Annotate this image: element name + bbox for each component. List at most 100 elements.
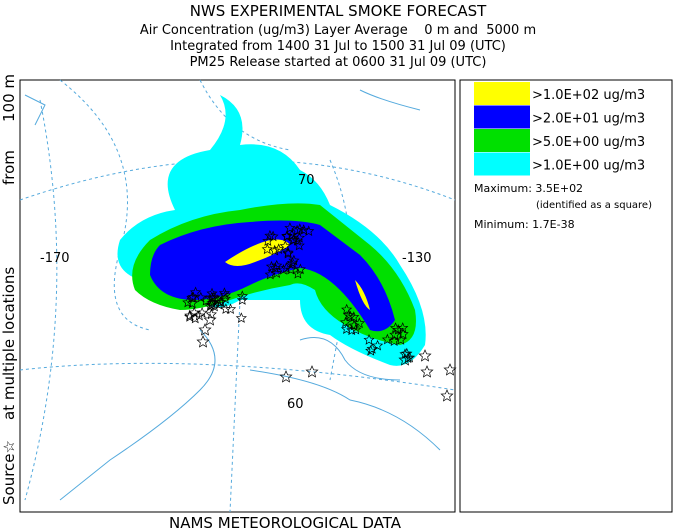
side-locations: at multiple locations: [0, 267, 18, 420]
source-star: [184, 309, 196, 321]
source-star: [269, 262, 281, 274]
source-star: [198, 323, 212, 336]
source-star: [195, 291, 207, 303]
subtitle: Integrated from 1400 31 Jul to 1500 31 J…: [170, 39, 506, 54]
legend-label: >2.0E+01 ug/m3: [532, 112, 645, 127]
source-star: [293, 232, 305, 243]
source-star: [236, 290, 248, 302]
subtitle: Air Concentration (ug/m3) Layer Average …: [140, 23, 536, 38]
source-star: [189, 312, 201, 324]
source-star: [203, 313, 217, 326]
map: -170 -130 70 60: [19, 79, 457, 513]
source-star: [440, 389, 454, 402]
source-star: [294, 263, 306, 275]
map-label: 60: [287, 397, 304, 412]
map-label: -170: [40, 251, 70, 266]
source-star: [204, 300, 216, 312]
source-star: [267, 230, 279, 242]
source-star: [236, 294, 248, 305]
map-label: 70: [298, 173, 315, 188]
source-star: [281, 230, 293, 241]
source-star: [280, 262, 292, 274]
source-star: [395, 334, 407, 345]
source-star: [189, 286, 202, 298]
map-label: -130: [402, 251, 432, 266]
legend-swatch: [474, 152, 530, 176]
source-star: [265, 260, 278, 272]
side-from: from: [0, 150, 18, 185]
coastline: [24, 89, 441, 501]
legend-swatch: [474, 105, 530, 129]
source-star: [264, 268, 276, 280]
source-star: [224, 303, 237, 315]
source-star: [219, 289, 231, 301]
legend: >1.0E+02 ug/m3 >2.0E+01 ug/m3 >5.0E+00 ug/…: [474, 82, 645, 176]
source-star: [443, 363, 457, 376]
side-source: Source☆: [0, 440, 18, 505]
source-star: [206, 297, 218, 309]
source-star: [420, 365, 434, 378]
plume-yellow: [225, 239, 370, 310]
source-star: [303, 225, 315, 237]
map-labels: -170 -130 70 60: [40, 173, 432, 412]
source-star: [353, 317, 365, 329]
subtitle: PM25 Release started at 0600 31 Jul 09 (…: [190, 55, 487, 70]
source-star: [279, 370, 293, 383]
source-star: [206, 287, 218, 299]
source-star: [273, 243, 285, 255]
source-star: [188, 306, 200, 318]
plume-blue: [150, 220, 395, 332]
legend-label: >1.0E+00 ug/m3: [532, 159, 645, 174]
source-star: [286, 256, 299, 268]
source-star: [269, 244, 281, 256]
source-star: [398, 353, 412, 366]
source-star: [339, 316, 352, 328]
source-star: [350, 323, 362, 335]
source-star: [235, 312, 247, 323]
source-star: [366, 343, 378, 354]
source-star: [298, 224, 310, 235]
source-star: [182, 296, 194, 308]
source-star: [193, 309, 205, 321]
legend-swatch: [474, 82, 530, 105]
legend-label: >5.0E+00 ug/m3: [532, 135, 645, 150]
source-star: [371, 339, 384, 351]
source-star: [348, 311, 360, 322]
source-star: [346, 324, 358, 336]
source-star: [343, 309, 355, 321]
footer: NAMS METEOROLOGICAL DATA: [169, 514, 402, 532]
legend-label: >1.0E+02 ug/m3: [532, 88, 645, 103]
source-star: [220, 303, 232, 314]
maximum-note: (identified as a square): [536, 200, 652, 211]
source-star: [284, 222, 296, 233]
source-star: [291, 234, 303, 246]
source-star: [363, 333, 375, 345]
source-star: [282, 246, 294, 258]
source-star: [392, 324, 404, 335]
title: NWS EXPERIMENTAL SMOKE FORECAST: [190, 2, 487, 20]
source-star: [196, 335, 210, 348]
maximum: Maximum: 3.5E+02: [474, 182, 583, 195]
source-star: [282, 247, 294, 259]
source-star: [215, 296, 227, 308]
source-star: [418, 349, 432, 362]
source-star: [340, 323, 353, 334]
source-star: [397, 328, 409, 340]
source-stars: [182, 222, 457, 402]
minimum: Minimum: 1.7E-38: [474, 218, 575, 231]
source-star: [389, 329, 401, 340]
source-star: [186, 297, 198, 309]
source-star: [285, 263, 297, 275]
source-star: [279, 240, 291, 251]
legend-swatch: [474, 129, 530, 152]
source-star: [291, 224, 303, 236]
source-star: [341, 303, 353, 315]
source-star: [184, 310, 196, 322]
source-star: [381, 333, 394, 345]
side-label: Source☆ at multiple locations from 100 m: [0, 74, 18, 505]
source-star: [305, 365, 319, 378]
source-star: [261, 243, 273, 255]
source-star: [281, 230, 293, 242]
source-star: [264, 229, 276, 241]
source-star: [187, 291, 199, 303]
